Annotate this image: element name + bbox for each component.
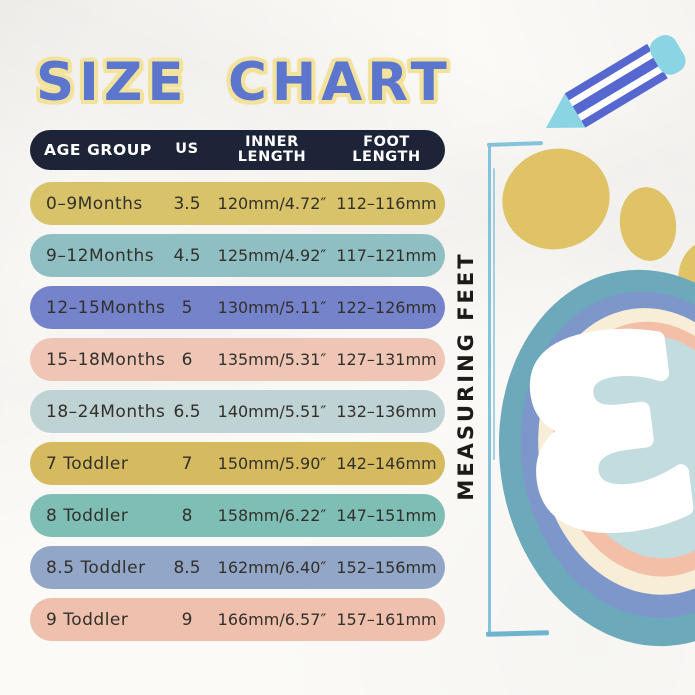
cell-age-group: 7 Toddler bbox=[46, 453, 129, 474]
cell-inner-length: 120mm/4.72″ bbox=[217, 194, 327, 213]
cell-foot-length: 127–131mm bbox=[336, 350, 437, 369]
cell-foot-length: 132–136mm bbox=[336, 402, 437, 421]
cell-foot-length: 157–161mm bbox=[336, 610, 437, 629]
cell-inner-length: 162mm/6.40″ bbox=[217, 558, 327, 577]
page-title: SIZE CHART bbox=[36, 52, 452, 113]
cell-us-size: 8.5 bbox=[173, 557, 201, 578]
cell-age-group: 15–18Months bbox=[46, 349, 166, 370]
cell-us-size: 5 bbox=[181, 297, 193, 318]
cell-age-group: 9–12Months bbox=[46, 245, 155, 266]
table-row: 9–12Months 4.5 125mm/4.92″ 117–121mm bbox=[30, 234, 445, 277]
pencil-icon bbox=[546, 34, 686, 128]
cell-age-group: 12–15Months bbox=[46, 297, 166, 318]
table-row: 15–18Months 6 135mm/5.31″ 127–131mm bbox=[30, 338, 445, 381]
cell-inner-length: 150mm/5.90″ bbox=[217, 454, 327, 473]
header-us-size: US bbox=[175, 141, 199, 158]
cell-foot-length: 142–146mm bbox=[336, 454, 437, 473]
footprint-illustration: Ɛ bbox=[498, 148, 695, 647]
svg-text:Ɛ: Ɛ bbox=[506, 284, 695, 591]
header-inner-length: INNER LENGTH bbox=[237, 133, 307, 165]
header-age-group: AGE GROUP bbox=[44, 140, 152, 159]
cell-inner-length: 140mm/5.51″ bbox=[217, 402, 327, 421]
cell-age-group: 0–9Months bbox=[46, 193, 143, 214]
table-row: 7 Toddler 7 150mm/5.90″ 142–146mm bbox=[30, 442, 445, 485]
cell-inner-length: 135mm/5.31″ bbox=[217, 350, 327, 369]
cell-us-size: 3.5 bbox=[173, 193, 201, 214]
table-row: 8 Toddler 8 158mm/6.22″ 147–151mm bbox=[30, 494, 445, 537]
cell-us-size: 8 bbox=[181, 505, 193, 526]
cell-age-group: 18–24Months bbox=[46, 401, 166, 422]
cell-foot-length: 122–126mm bbox=[336, 298, 437, 317]
table-row: 8.5 Toddler 8.5 162mm/6.40″ 152–156mm bbox=[30, 546, 445, 589]
cell-inner-length: 125mm/4.92″ bbox=[217, 246, 327, 265]
cell-age-group: 8 Toddler bbox=[46, 505, 129, 526]
cell-us-size: 7 bbox=[181, 453, 193, 474]
table-header-row: AGE GROUP US INNER LENGTH FOOT LENGTH bbox=[30, 130, 445, 170]
cell-age-group: 9 Toddler bbox=[46, 609, 129, 630]
cell-foot-length: 147–151mm bbox=[336, 506, 437, 525]
table-row: 18–24Months 6.5 140mm/5.51″ 132–136mm bbox=[30, 390, 445, 433]
bracket-sketch-line bbox=[493, 168, 495, 460]
cell-inner-length: 158mm/6.22″ bbox=[217, 506, 327, 525]
cell-foot-length: 117–121mm bbox=[336, 246, 437, 265]
cell-us-size: 6 bbox=[181, 349, 193, 370]
cell-inner-length: 166mm/6.57″ bbox=[217, 610, 327, 629]
cell-us-size: 9 bbox=[181, 609, 193, 630]
cell-inner-length: 130mm/5.11″ bbox=[217, 298, 327, 317]
size-table: AGE GROUP US INNER LENGTH FOOT LENGTH 0–… bbox=[30, 130, 445, 650]
cell-us-size: 6.5 bbox=[173, 401, 201, 422]
cell-age-group: 8.5 Toddler bbox=[46, 557, 146, 578]
table-row: 0–9Months 3.5 120mm/4.72″ 112–116mm bbox=[30, 182, 445, 225]
bracket-line bbox=[488, 145, 491, 633]
cell-foot-length: 152–156mm bbox=[336, 558, 437, 577]
table-row: 9 Toddler 9 166mm/6.57″ 157–161mm bbox=[30, 598, 445, 641]
cell-foot-length: 112–116mm bbox=[336, 194, 437, 213]
table-row: 12–15Months 5 130mm/5.11″ 122–126mm bbox=[30, 286, 445, 329]
header-foot-length: FOOT LENGTH bbox=[352, 133, 421, 165]
cell-us-size: 4.5 bbox=[173, 245, 201, 266]
